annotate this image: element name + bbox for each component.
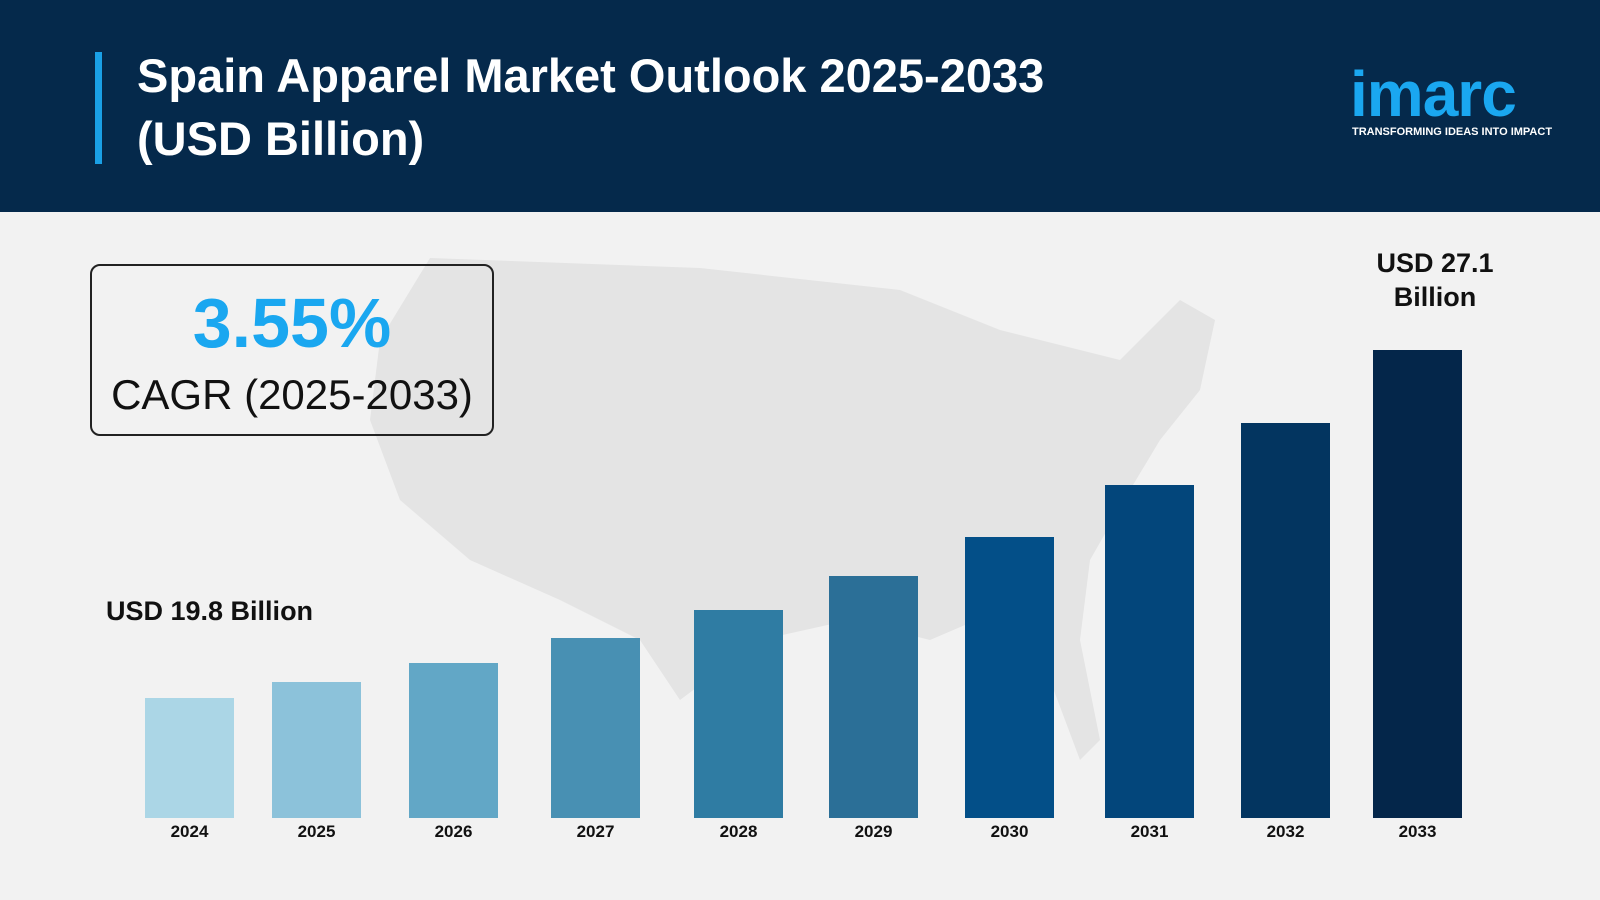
x-tick-label: 2026 <box>434 822 473 841</box>
end-value-line-2: Billion <box>1393 282 1477 312</box>
end-value-label: USD 27.1 Billion <box>1360 246 1510 314</box>
bar-2026 <box>409 663 498 818</box>
bar-2025 <box>272 681 361 818</box>
x-tick-label: 2033 <box>1398 822 1437 841</box>
header-banner: Spain Apparel Market Outlook 2025-2033 (… <box>0 0 1600 212</box>
bar-2030 <box>965 537 1054 818</box>
x-tick-label: 2024 <box>170 822 209 841</box>
x-tick-label: 2032 <box>1266 822 1305 841</box>
title-line-2: (USD Billion) <box>137 112 425 165</box>
bar-2028 <box>694 609 783 818</box>
x-tick-label: 2029 <box>854 822 893 841</box>
title-line-1: Spain Apparel Market Outlook 2025-2033 <box>137 49 1045 102</box>
start-value-label: USD 19.8 Billion <box>106 596 314 626</box>
bar-2024 <box>145 698 234 818</box>
bar-2029 <box>829 576 918 818</box>
cagr-value: 3.55% <box>192 284 392 362</box>
logo-wordmark: imarc <box>1350 58 1517 130</box>
bar-2033 <box>1373 350 1462 818</box>
chart-title: Spain Apparel Market Outlook 2025-2033 (… <box>137 44 1137 170</box>
bar-2031 <box>1105 485 1194 818</box>
x-tick-label: 2030 <box>990 822 1029 841</box>
end-value-line-1: USD 27.1 <box>1376 248 1494 278</box>
imarc-logo: imarc TRANSFORMING IDEAS INTO IMPACT <box>1350 52 1553 142</box>
x-tick-label: 2028 <box>719 822 758 841</box>
x-tick-label: 2031 <box>1130 822 1169 841</box>
x-tick-label: 2027 <box>576 822 615 841</box>
cagr-label: CAGR (2025-2033) <box>111 371 473 418</box>
bar-2032 <box>1241 423 1330 818</box>
bar-2027 <box>551 638 640 818</box>
title-accent-bar <box>95 52 102 164</box>
logo-tagline: TRANSFORMING IDEAS INTO IMPACT <box>1352 126 1553 138</box>
x-tick-label: 2025 <box>297 822 336 841</box>
cagr-box: 3.55% CAGR (2025-2033) <box>90 264 494 436</box>
